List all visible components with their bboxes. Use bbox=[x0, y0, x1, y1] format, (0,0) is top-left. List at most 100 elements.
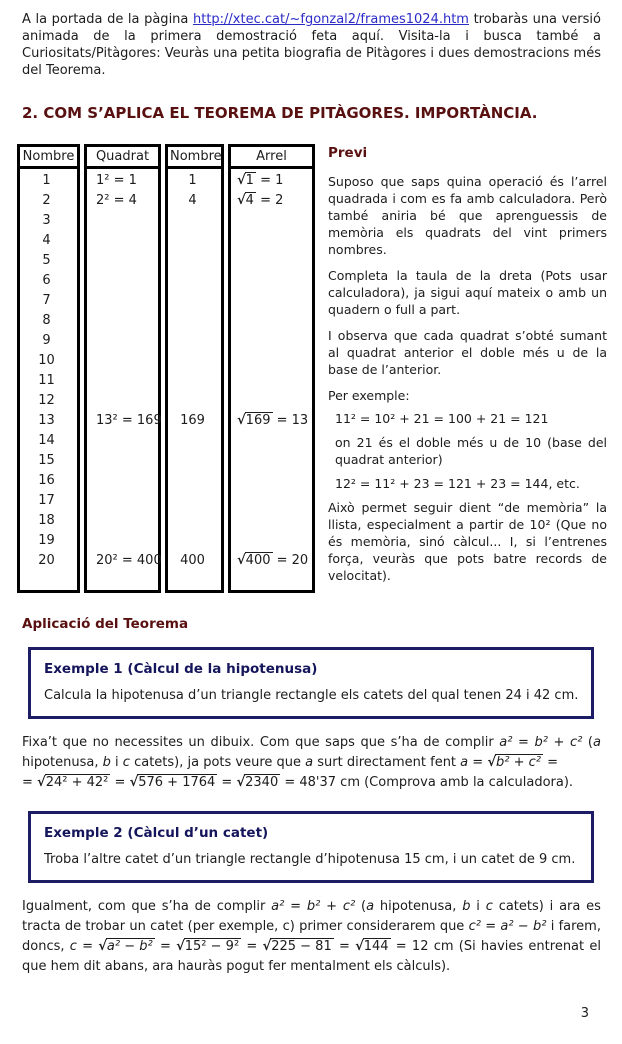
text-run: b bbox=[462, 899, 471, 914]
text-run: a² = b² + c² bbox=[271, 899, 356, 914]
table-cell bbox=[231, 471, 314, 491]
table-cell: 1 bbox=[42, 173, 51, 188]
column-header: Arrel bbox=[231, 147, 312, 169]
text-run: = 12 cm (Si havies entrenat el que hem d… bbox=[22, 939, 601, 974]
table-cell bbox=[168, 511, 217, 531]
text-run: = bbox=[110, 775, 130, 790]
table-cell bbox=[231, 531, 314, 551]
sqrt-expression: √1 bbox=[237, 172, 256, 188]
table-cell: 4 bbox=[188, 193, 197, 208]
example-1-title: Exemple 1 (Càlcul de la hipotenusa) bbox=[44, 661, 318, 677]
table-cell: √1 = 1 bbox=[231, 171, 314, 191]
sqrt-expression: √144 bbox=[355, 938, 391, 954]
example-1-body: Calcula la hipotenusa d’un triangle rect… bbox=[44, 688, 579, 703]
radicand: 169 bbox=[244, 412, 273, 428]
table-cell bbox=[87, 371, 163, 391]
text-run: c bbox=[485, 899, 493, 914]
table-cell bbox=[231, 331, 314, 351]
radical-sign: √ bbox=[237, 173, 246, 188]
radicand: 576 + 1764 bbox=[137, 774, 218, 790]
previ-paragraph-4: Per exemple: bbox=[328, 388, 410, 403]
text-run: = bbox=[333, 939, 356, 954]
text-run: c² = a² − b² bbox=[468, 919, 547, 934]
text-run: = bbox=[542, 755, 558, 770]
radical-sign: √ bbox=[237, 413, 246, 428]
radicand: b² + c² bbox=[494, 754, 543, 770]
radical-sign: √ bbox=[237, 193, 246, 208]
text-run: a² = b² + c² bbox=[499, 735, 583, 750]
table-cell bbox=[168, 251, 217, 271]
example-2-box: Exemple 2 (Càlcul d’un catet) Troba l’al… bbox=[28, 811, 594, 883]
radicand: 400 bbox=[244, 552, 273, 568]
text-run: c bbox=[69, 939, 77, 954]
table-cell bbox=[87, 331, 163, 351]
radical-sign: √ bbox=[262, 939, 272, 954]
text-run: = bbox=[22, 775, 38, 790]
text-run: b bbox=[102, 755, 111, 770]
two-column-layout: Nombre 1 2 3 4 5 6 7 8 9 10 11 12 13 14 15 16 17 18 19 20 Q… bbox=[17, 144, 607, 593]
sqrt-expression: √24² + 42² bbox=[37, 774, 111, 790]
table-column-nombre: Nombre 1 2 3 4 5 6 7 8 9 10 11 12 13 14 15 16 17 18 19 20 bbox=[17, 144, 80, 593]
table-cell bbox=[168, 271, 217, 291]
table-cell bbox=[87, 451, 163, 471]
squares-table: Nombre 1 2 3 4 5 6 7 8 9 10 11 12 13 14 15 16 17 18 19 20 Q… bbox=[17, 144, 315, 593]
previ-paragraph-3: I observa que cada quadrat s’obté sumant… bbox=[328, 328, 607, 377]
column-body-arrel[interactable]: √1 = 1 √4 = 2 √169 = 13 √400 = 20 bbox=[231, 169, 308, 574]
table-cell: 17 bbox=[38, 493, 55, 508]
table-column-arrel: Arrel √1 = 1 √4 = 2 √169 = 13 √400 = 20 bbox=[228, 144, 315, 593]
table-cell: 16 bbox=[38, 473, 55, 488]
table-cell: 13² = 169 bbox=[96, 413, 162, 428]
text-run: a bbox=[366, 899, 375, 914]
radicand: 15² − 9² bbox=[183, 938, 242, 954]
text-run: a bbox=[305, 755, 314, 770]
table-cell bbox=[231, 391, 314, 411]
table-cell bbox=[168, 471, 217, 491]
sqrt-expression: √576 + 1764 bbox=[130, 774, 218, 790]
table-cell: 10 bbox=[38, 353, 55, 368]
column-body-quadrat[interactable]: 1² = 1 2² = 4 13² = 169 20² = 400 bbox=[87, 169, 162, 574]
table-cell bbox=[87, 251, 163, 271]
text-run: = bbox=[217, 775, 237, 790]
text-run: ( bbox=[582, 735, 594, 750]
text-run: = 48'37 cm (Comprova amb la calculadora)… bbox=[280, 775, 574, 790]
sqrt-result: = 20 bbox=[272, 553, 309, 568]
table-column-nombre2: Nombre 1 4 169 400 bbox=[165, 144, 224, 593]
text-run: catets) i ara es tracta de trobar un cat… bbox=[22, 899, 601, 934]
text-run: = bbox=[76, 939, 99, 954]
sqrt-expression: √b² + c² bbox=[487, 754, 543, 770]
page-number: 3 bbox=[580, 1006, 589, 1021]
sqrt-expression: √225 − 81 bbox=[262, 938, 334, 954]
table-cell: √400 = 20 bbox=[231, 551, 314, 571]
table-cell: 9 bbox=[42, 333, 51, 348]
previ-paragraph-5: on 21 és el doble més u de 10 (base del … bbox=[335, 435, 607, 467]
text-run: i bbox=[110, 755, 123, 770]
text-run: c bbox=[122, 755, 130, 770]
aplicacio-title: Aplicació del Teorema bbox=[22, 616, 189, 632]
sqrt-expression: √2340 bbox=[236, 774, 281, 790]
table-cell bbox=[87, 231, 163, 251]
table-cell bbox=[231, 511, 314, 531]
text-run: hipotenusa, bbox=[22, 755, 103, 770]
url-link[interactable]: http://xtec.cat/~fgonzal2/frames1024.htm bbox=[192, 12, 469, 27]
table-cell bbox=[168, 211, 217, 231]
table-cell bbox=[87, 491, 163, 511]
table-cell: 400 bbox=[180, 553, 205, 568]
text-run: a bbox=[460, 755, 469, 770]
table-cell bbox=[231, 291, 314, 311]
table-cell bbox=[231, 231, 314, 251]
example-2-body: Troba l’altre catet d’un triangle rectan… bbox=[44, 852, 576, 867]
table-cell bbox=[168, 371, 217, 391]
table-cell: 6 bbox=[42, 273, 51, 288]
previ-paragraph-1: Suposo que saps quina operació és l’arre… bbox=[328, 174, 607, 257]
table-cell: 5 bbox=[42, 253, 51, 268]
text-run: i farem, doncs, bbox=[22, 919, 601, 954]
column-body-nombre2[interactable]: 1 4 169 400 bbox=[168, 169, 217, 574]
radical-sign: √ bbox=[236, 775, 246, 790]
table-cell bbox=[87, 471, 163, 491]
table-cell: 1 bbox=[188, 173, 197, 188]
radical-sign: √ bbox=[355, 939, 364, 954]
table-cell bbox=[87, 511, 163, 531]
table-cell: 12 bbox=[38, 393, 55, 408]
table-cell: 2 bbox=[42, 193, 51, 208]
table-cell: 4 bbox=[42, 233, 51, 248]
